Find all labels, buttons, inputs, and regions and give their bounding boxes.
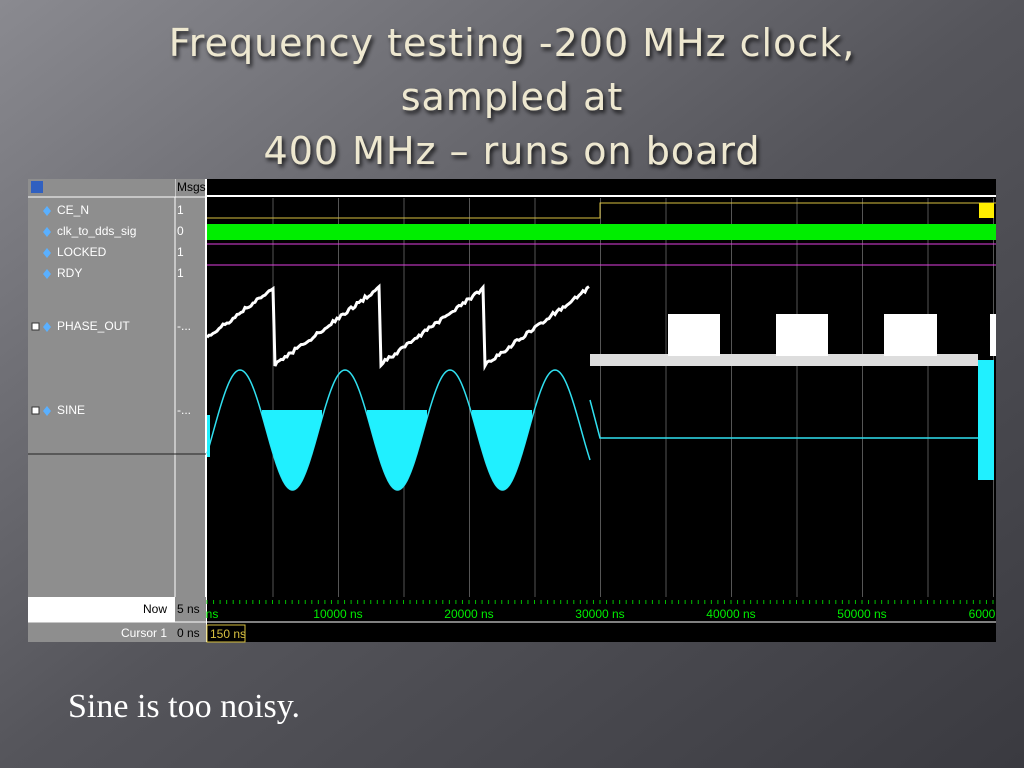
- caption: Sine is too noisy.: [68, 688, 300, 725]
- now-value: 5 ns: [177, 602, 200, 616]
- signal-value: -...: [177, 319, 191, 333]
- time-label: 40000 ns: [706, 607, 755, 621]
- signal-name: SINE: [57, 403, 85, 417]
- header: [28, 179, 175, 197]
- time-label: 50000 ns: [837, 607, 886, 621]
- phase-burst: [668, 314, 720, 356]
- time-label: 10000 ns: [313, 607, 362, 621]
- icon: [31, 181, 43, 193]
- cursor-label: Cursor 1: [121, 626, 167, 640]
- phase-burst: [776, 314, 828, 356]
- title-line: 400 MHz – runs on board: [264, 129, 761, 173]
- title-line: Frequency testing -200 MHz clock,: [169, 21, 856, 65]
- page: {"slide": { "title_lines": ["Frequency t…: [0, 0, 1024, 768]
- expand-icon: [32, 407, 39, 414]
- signal-value: -...: [177, 403, 191, 417]
- now-label: Now: [143, 602, 167, 616]
- time-label: 20000 ns: [444, 607, 493, 621]
- signal-value: 0: [177, 224, 184, 238]
- time-label: ns: [206, 607, 219, 621]
- time-label: 6000: [969, 607, 996, 621]
- msgs-header: Msgs: [177, 180, 206, 194]
- title-line: sampled at: [401, 75, 624, 119]
- phase-burst: [884, 314, 937, 356]
- signal-name: LOCKED: [57, 245, 107, 259]
- time-label: 30000 ns: [575, 607, 624, 621]
- signal-value: 1: [177, 266, 184, 280]
- expand-icon: [32, 323, 39, 330]
- sine-burst: [978, 360, 994, 480]
- sine-start: [207, 415, 210, 457]
- cursor-time: 150 ns: [210, 627, 246, 641]
- signal-value: 1: [177, 245, 184, 259]
- signal-value: 1: [177, 203, 184, 217]
- value-pane: [175, 179, 206, 597]
- clk-wave: [207, 224, 996, 240]
- slide: Frequency testing -200 MHz clock, sample…: [0, 0, 1024, 768]
- cursor-value: 0 ns: [177, 626, 200, 640]
- ce-n-marker: [979, 203, 994, 218]
- signal-name: RDY: [57, 266, 82, 280]
- wave-pane: [207, 179, 996, 597]
- signal-name: PHASE_OUT: [57, 319, 130, 333]
- phase-burst: [990, 314, 996, 356]
- signal-name: clk_to_dds_sig: [57, 224, 136, 238]
- name-pane: [28, 179, 175, 597]
- signal-name: CE_N: [57, 203, 89, 217]
